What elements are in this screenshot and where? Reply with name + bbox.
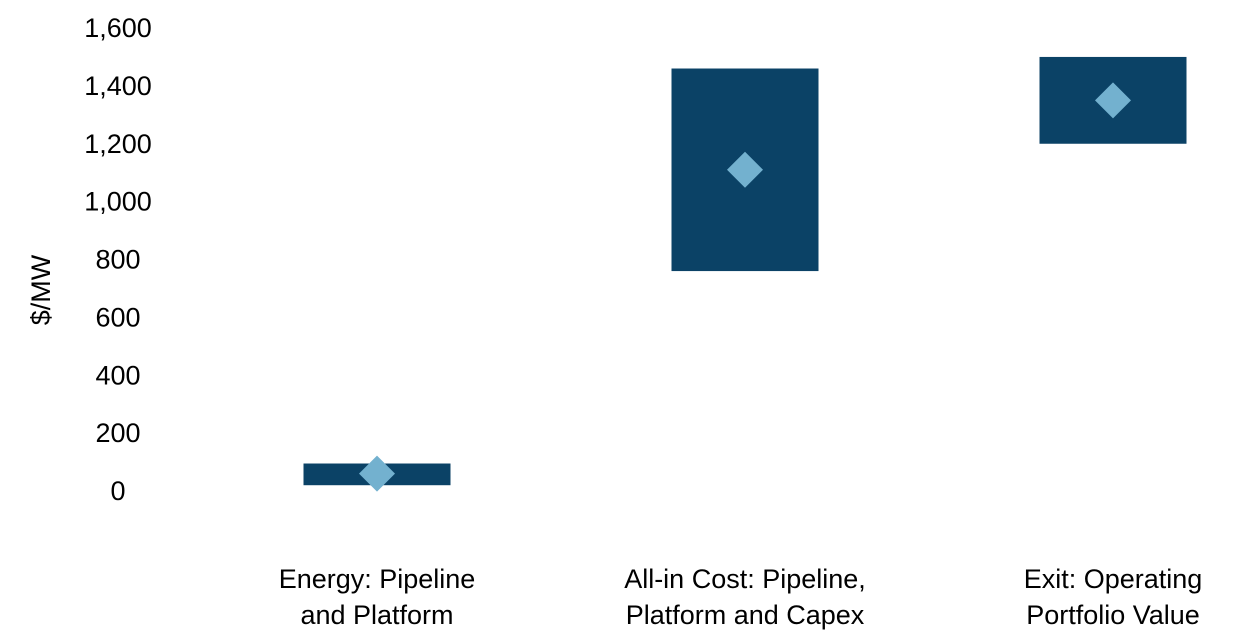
x-tick-label: and Platform <box>300 600 453 630</box>
y-tick-label: 1,000 <box>84 187 152 217</box>
x-tick-label: Energy: Pipeline <box>279 564 476 594</box>
x-tick-label: All-in Cost: Pipeline, <box>624 564 866 594</box>
x-tick-label: Portfolio Value <box>1026 600 1200 630</box>
midpoint-marker <box>1095 82 1131 119</box>
y-tick-label: 200 <box>95 418 140 448</box>
y-axis-ticks: 0 200 400 600 800 1,000 1,200 1,400 1,600 <box>84 13 152 506</box>
midpoint-markers <box>359 82 1131 492</box>
x-tick-label: Exit: Operating <box>1024 564 1203 594</box>
y-tick-label: 600 <box>95 302 140 332</box>
y-axis-label: $/MW <box>26 254 56 325</box>
x-tick-label: Platform and Capex <box>626 600 865 630</box>
y-tick-label: 1,400 <box>84 71 152 101</box>
y-tick-label: 1,200 <box>84 129 152 159</box>
range-bars <box>303 56 1187 486</box>
x-axis-labels: Energy: Pipeline and Platform All-in Cost:… <box>279 564 1203 630</box>
y-tick-label: 800 <box>95 245 140 275</box>
y-tick-label: 1,600 <box>84 13 152 43</box>
y-tick-label: 400 <box>95 360 140 390</box>
midpoint-marker <box>727 151 763 188</box>
y-tick-label: 0 <box>110 476 125 506</box>
midpoint-marker <box>359 455 395 492</box>
